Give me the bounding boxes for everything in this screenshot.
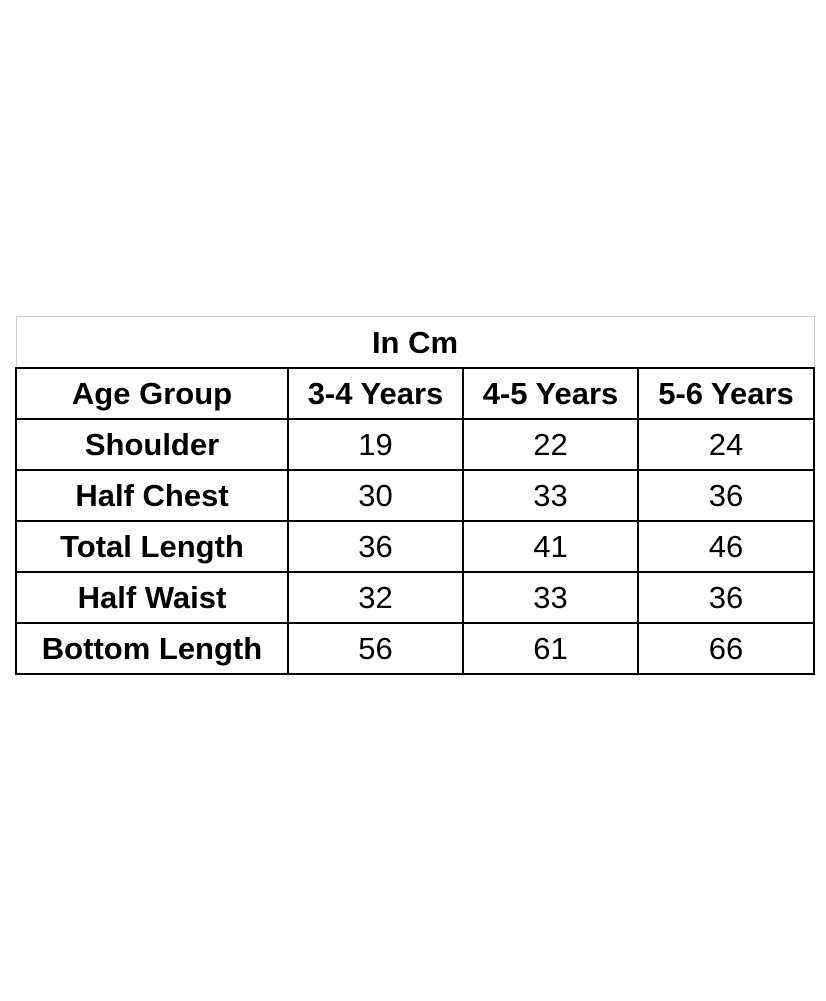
table-row: Total Length 36 41 46 bbox=[16, 521, 814, 572]
table-cell: 33 bbox=[463, 470, 638, 521]
table-cell: 32 bbox=[288, 572, 463, 623]
table-title: In Cm bbox=[16, 317, 814, 369]
table-cell: 61 bbox=[463, 623, 638, 674]
table-cell: 33 bbox=[463, 572, 638, 623]
header-col-3-4-years: 3-4 Years bbox=[288, 368, 463, 419]
header-col-4-5-years: 4-5 Years bbox=[463, 368, 638, 419]
table-cell: 36 bbox=[638, 470, 814, 521]
table-cell: 30 bbox=[288, 470, 463, 521]
table-cell: 24 bbox=[638, 419, 814, 470]
table-row: Half Chest 30 33 36 bbox=[16, 470, 814, 521]
table-cell: 36 bbox=[288, 521, 463, 572]
row-label-total-length: Total Length bbox=[16, 521, 288, 572]
table-row: Half Waist 32 33 36 bbox=[16, 572, 814, 623]
table-cell: 41 bbox=[463, 521, 638, 572]
header-col-5-6-years: 5-6 Years bbox=[638, 368, 814, 419]
table-row: Bottom Length 56 61 66 bbox=[16, 623, 814, 674]
row-label-bottom-length: Bottom Length bbox=[16, 623, 288, 674]
table-cell: 22 bbox=[463, 419, 638, 470]
row-label-half-chest: Half Chest bbox=[16, 470, 288, 521]
table-cell: 36 bbox=[638, 572, 814, 623]
size-chart-table: In Cm Age Group 3-4 Years 4-5 Years 5-6 … bbox=[15, 316, 815, 675]
caption-row: In Cm bbox=[16, 317, 814, 369]
row-label-shoulder: Shoulder bbox=[16, 419, 288, 470]
table-cell: 19 bbox=[288, 419, 463, 470]
row-label-half-waist: Half Waist bbox=[16, 572, 288, 623]
header-age-group: Age Group bbox=[16, 368, 288, 419]
table-cell: 56 bbox=[288, 623, 463, 674]
table-cell: 66 bbox=[638, 623, 814, 674]
table-cell: 46 bbox=[638, 521, 814, 572]
table-row: Shoulder 19 22 24 bbox=[16, 419, 814, 470]
header-row: Age Group 3-4 Years 4-5 Years 5-6 Years bbox=[16, 368, 814, 419]
